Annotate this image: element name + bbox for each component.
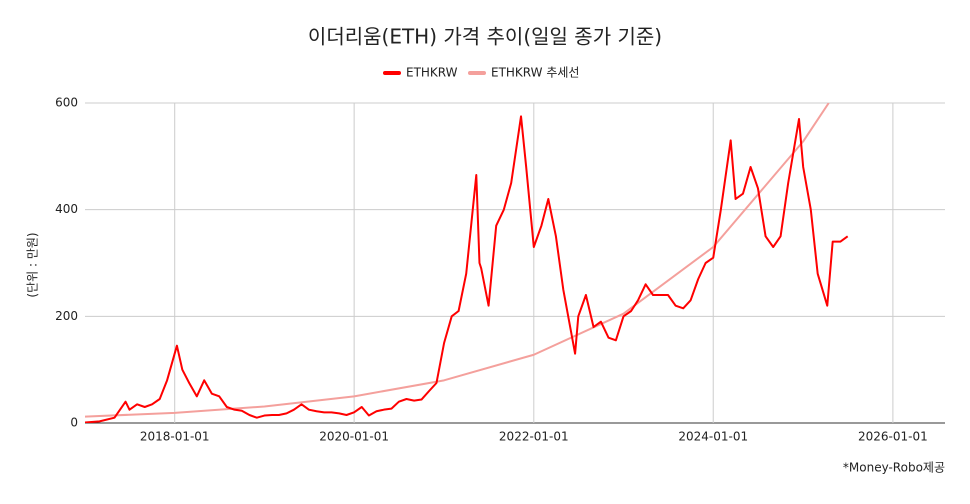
- chart-title: 이더리움(ETH) 가격 추이(일일 종가 기준): [308, 25, 662, 49]
- series-line: [85, 103, 830, 418]
- legend-label: ETHKRW 추세선: [491, 66, 579, 80]
- y-tick-label: 0: [70, 416, 78, 430]
- x-tick-label: 2022-01-01: [499, 430, 569, 444]
- legend-label: ETHKRW: [406, 66, 458, 80]
- x-tick-label: 2026-01-01: [858, 430, 928, 444]
- series-line: [85, 115, 849, 423]
- x-tick-label: 2024-01-01: [678, 430, 748, 444]
- y-tick-label: 200: [55, 309, 78, 323]
- y-tick-label: 400: [55, 202, 78, 216]
- y-axis-label: (단위 : 만원): [26, 232, 40, 297]
- footnote: *Money-Robo제공: [843, 461, 945, 475]
- x-tick-label: 2020-01-01: [319, 430, 389, 444]
- legend: ETHKRW ETHKRW 추세선: [383, 66, 579, 80]
- x-tick-label: 2018-01-01: [140, 430, 210, 444]
- y-tick-label: 600: [55, 96, 78, 110]
